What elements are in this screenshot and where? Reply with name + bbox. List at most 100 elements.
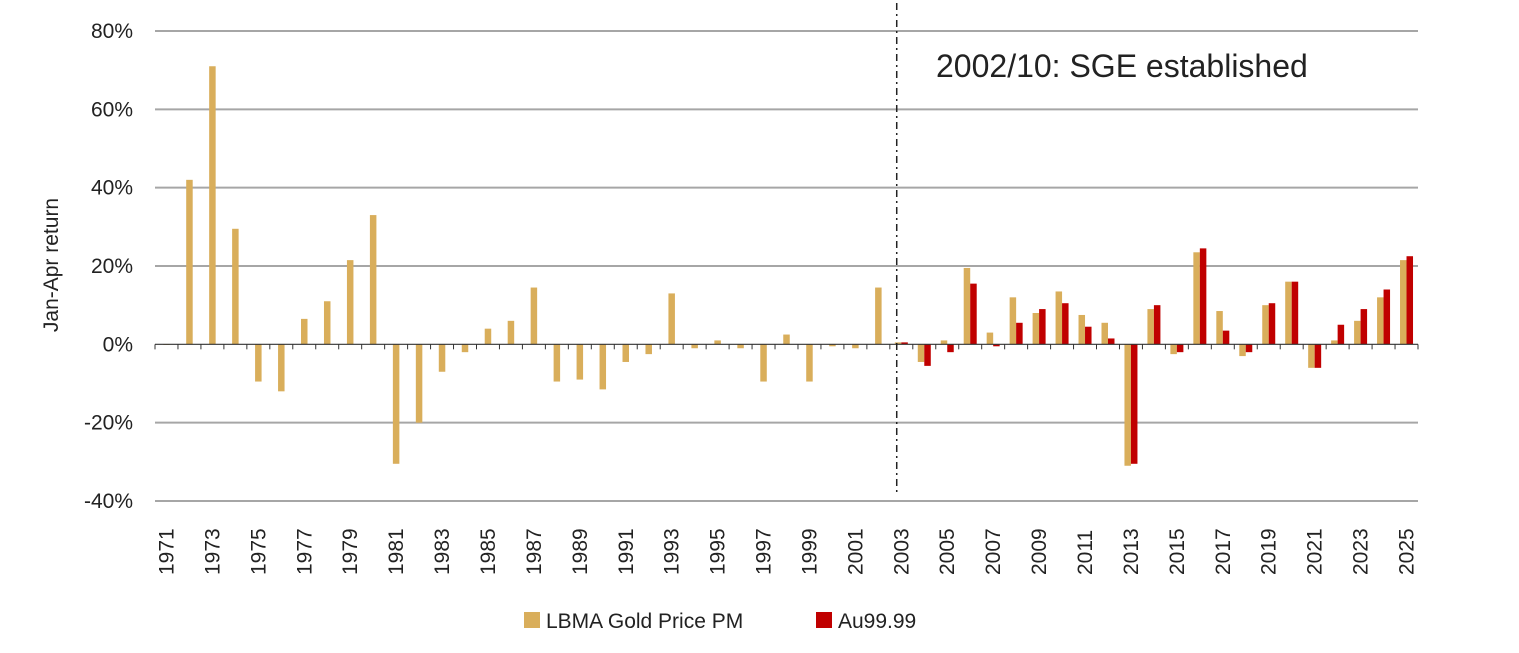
- bar-lbma-2020: [1285, 281, 1292, 345]
- bar-au9999-2021: [1314, 344, 1322, 368]
- bar-lbma-1978: [323, 301, 331, 345]
- y-tick-label: 60%: [91, 98, 133, 121]
- bar-au9999-2005: [947, 344, 954, 353]
- bar-lbma-2013: [1124, 344, 1131, 466]
- bar-au9999-2018: [1245, 344, 1253, 353]
- bar-lbma-1985: [484, 328, 492, 345]
- bar-au9999-2003: [901, 342, 908, 345]
- legend-swatch-au9999: [816, 612, 832, 628]
- bar-lbma-2001: [852, 344, 859, 349]
- x-tick-label: 1973: [201, 528, 224, 575]
- bar-au9999-2023: [1360, 309, 1368, 345]
- bar-au9999-2022: [1337, 324, 1345, 345]
- bar-lbma-2009: [1032, 313, 1040, 345]
- bar-lbma-1972: [186, 179, 193, 345]
- bar-lbma-1975: [255, 344, 262, 382]
- bar-lbma-1993: [668, 293, 675, 345]
- x-tick-label: 1975: [247, 528, 270, 575]
- x-tick-label: 2015: [1166, 528, 1189, 575]
- x-tick-label: 2005: [936, 528, 959, 575]
- bar-lbma-2021: [1308, 344, 1315, 368]
- bar-lbma-1983: [438, 344, 446, 372]
- x-tick-label: 1993: [661, 528, 684, 575]
- bar-lbma-2025: [1400, 260, 1407, 345]
- bar-lbma-1995: [714, 340, 721, 345]
- bar-lbma-1979: [346, 260, 354, 345]
- bar-lbma-2000: [829, 344, 836, 347]
- zero-axis: [154, 343, 1419, 350]
- bar-lbma-1994: [691, 344, 698, 349]
- bar-lbma-2014: [1147, 309, 1154, 345]
- bar-au9999-2020: [1291, 281, 1299, 345]
- x-tick-label: 1989: [569, 528, 592, 575]
- bar-lbma-2012: [1101, 322, 1108, 345]
- bar-lbma-2023: [1354, 320, 1361, 345]
- bar-au9999-2008: [1016, 322, 1023, 345]
- bar-au9999-2011: [1085, 326, 1092, 345]
- x-tick-label: 2011: [1074, 530, 1097, 575]
- bar-lbma-2005: [940, 340, 948, 345]
- y-tick-label: 0%: [103, 333, 133, 356]
- y-tick-label: -40%: [84, 490, 133, 513]
- bar-lbma-2010: [1055, 291, 1063, 345]
- bar-au9999-2019: [1268, 303, 1276, 345]
- bar-lbma-2006: [963, 267, 971, 345]
- bar-au9999-2025: [1406, 256, 1414, 345]
- x-tick-label: 2013: [1120, 528, 1143, 575]
- bar-lbma-1976: [278, 344, 285, 392]
- bar-au9999-2012: [1107, 338, 1115, 345]
- bar-lbma-2011: [1078, 314, 1086, 345]
- x-tick-label: 1971: [155, 528, 178, 575]
- y-tick-label: -20%: [84, 412, 133, 435]
- bar-lbma-1973: [209, 66, 216, 345]
- x-tick-label: 1999: [798, 528, 821, 575]
- bar-lbma-2022: [1331, 340, 1338, 345]
- bar-lbma-2017: [1216, 311, 1223, 345]
- bar-au9999-2013: [1130, 344, 1138, 464]
- legend-swatch-lbma: [524, 612, 540, 628]
- bar-lbma-2008: [1009, 297, 1017, 345]
- bars: [163, 66, 1414, 466]
- bar-lbma-2003: [894, 342, 902, 345]
- x-tick-label: 2023: [1350, 528, 1373, 575]
- y-tick-label: 80%: [91, 20, 133, 43]
- x-tick-label: 1983: [431, 528, 454, 575]
- x-tick-label: 1987: [523, 528, 546, 575]
- bar-au9999-2015: [1176, 344, 1184, 353]
- bar-lbma-2016: [1193, 252, 1200, 345]
- bar-au9999-2014: [1153, 305, 1161, 345]
- x-tick-labels: 1971 1973 1975 1977 1979 1981 1983 1985 1987 1989…: [155, 528, 1418, 575]
- x-tick-label: 1979: [339, 528, 362, 575]
- legend: LBMA Gold Price PM Au99.99: [524, 610, 916, 633]
- bar-lbma-1986: [507, 320, 515, 345]
- bar-au9999-2009: [1039, 309, 1046, 345]
- x-tick-label: 2025: [1396, 528, 1419, 575]
- y-tick-label: 40%: [91, 177, 133, 200]
- x-tick-label: 2017: [1212, 528, 1235, 575]
- bar-lbma-2002: [875, 287, 882, 345]
- x-tick-label: 2021: [1304, 528, 1327, 575]
- bar-lbma-2018: [1239, 344, 1246, 357]
- bar-lbma-2024: [1377, 297, 1384, 345]
- x-tick-label: 1977: [293, 528, 316, 575]
- x-tick-label: 1991: [615, 528, 638, 575]
- x-tick-label: 1985: [477, 528, 500, 575]
- bar-lbma-1974: [232, 228, 239, 345]
- bar-au9999-2007: [993, 344, 1000, 347]
- bar-au9999-2004: [924, 344, 931, 366]
- y-tick-label: 20%: [91, 255, 133, 278]
- bar-lbma-1980: [369, 215, 377, 345]
- bar-lbma-1997: [760, 344, 767, 382]
- legend-label-au9999: Au99.99: [838, 610, 916, 633]
- bar-lbma-1977: [301, 318, 308, 345]
- bar-au9999-2024: [1383, 289, 1391, 345]
- x-tick-label: 2001: [844, 528, 867, 575]
- bar-lbma-1998: [783, 334, 790, 345]
- bar-lbma-1987: [530, 287, 538, 345]
- legend-label-lbma: LBMA Gold Price PM: [546, 610, 743, 633]
- x-tick-label: 2009: [1028, 528, 1051, 575]
- bar-lbma-1990: [599, 344, 607, 390]
- bar-au9999-2017: [1222, 330, 1230, 345]
